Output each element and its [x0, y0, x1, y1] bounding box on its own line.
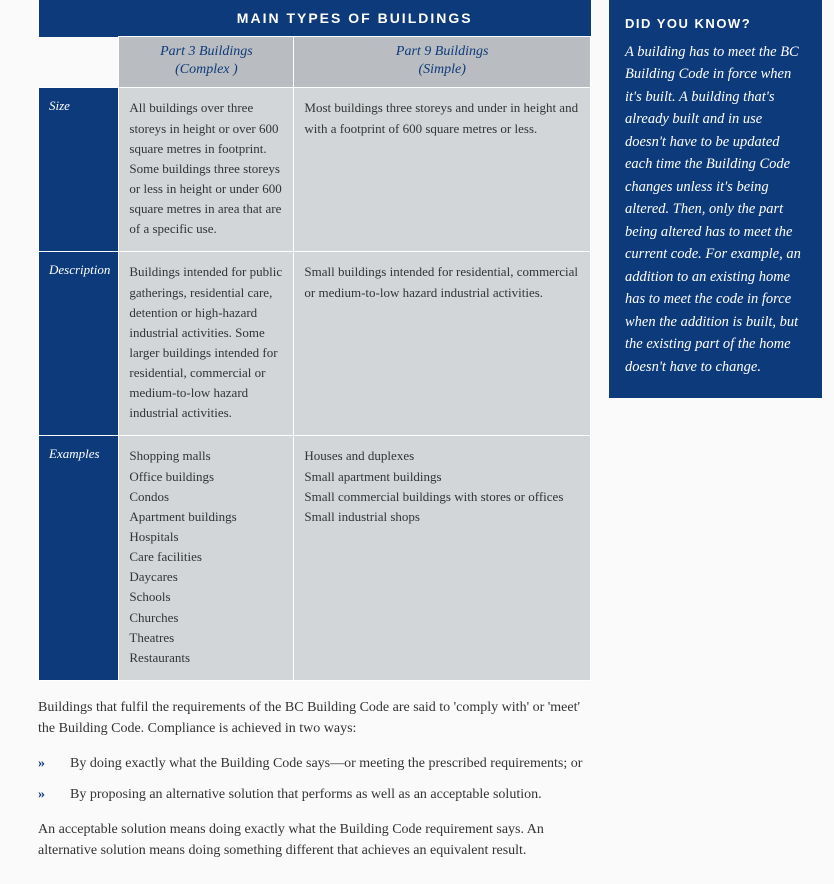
buildings-table: MAIN TYPES OF BUILDINGS Part 3 Buildings… [38, 0, 591, 681]
bullet-text-2: By proposing an alternative solution tha… [70, 784, 542, 805]
description-col1: Buildings intended for public gatherings… [119, 252, 294, 436]
bullet-marker-icon: » [38, 753, 56, 774]
table-title: MAIN TYPES OF BUILDINGS [119, 0, 591, 37]
did-you-know-body: A building has to meet the BC Building C… [625, 41, 806, 378]
examples-col2: Houses and duplexesSmall apartment build… [294, 436, 591, 681]
size-col2: Most buildings three storeys and under i… [294, 88, 591, 252]
example-line: Hospitals [129, 527, 283, 547]
body-para-1: Buildings that fulfil the requirements o… [38, 697, 591, 739]
example-line: Theatres [129, 628, 283, 648]
bullet-text-1: By doing exactly what the Building Code … [70, 753, 582, 774]
row-label-description: Description [39, 252, 119, 436]
example-line: Churches [129, 608, 283, 628]
bullet-marker-icon: » [38, 784, 56, 805]
col1-header-line1: Part 3 Buildings [160, 44, 253, 59]
col2-header: Part 9 Buildings (Simple) [294, 37, 591, 88]
examples-col1: Shopping mallsOffice buildingsCondosApar… [119, 436, 294, 681]
example-line: Condos [129, 487, 283, 507]
example-line: Restaurants [129, 648, 283, 668]
table-header-row: Part 3 Buildings (Complex ) Part 9 Build… [39, 37, 591, 88]
size-col1: All buildings over three storeys in heig… [119, 88, 294, 252]
row-label-examples: Examples [39, 436, 119, 681]
example-line: Houses and duplexes [304, 446, 580, 466]
col1-header: Part 3 Buildings (Complex ) [119, 37, 294, 88]
row-label-size: Size [39, 88, 119, 252]
table-row: Size All buildings over three storeys in… [39, 88, 591, 252]
table-row: Examples Shopping mallsOffice buildingsC… [39, 436, 591, 681]
col2-header-line1: Part 9 Buildings [396, 44, 489, 59]
example-line: Schools [129, 587, 283, 607]
description-col2: Small buildings intended for residential… [294, 252, 591, 436]
did-you-know-title: DID YOU KNOW? [625, 16, 806, 31]
table-row: Description Buildings intended for publi… [39, 252, 591, 436]
col2-header-line2: (Simple) [418, 62, 465, 77]
col1-header-line2: (Complex ) [175, 62, 238, 77]
main-column: MAIN TYPES OF BUILDINGS Part 3 Buildings… [0, 0, 591, 884]
example-line: Apartment buildings [129, 507, 283, 527]
did-you-know-box: DID YOU KNOW? A building has to meet the… [609, 0, 822, 398]
sidebar-column: DID YOU KNOW? A building has to meet the… [609, 0, 834, 884]
example-line: Daycares [129, 567, 283, 587]
body-para-2: An acceptable solution means doing exact… [38, 819, 591, 861]
example-line: Care facilities [129, 547, 283, 567]
example-line: Shopping malls [129, 446, 283, 466]
example-line: Small industrial shops [304, 507, 580, 527]
example-line: Small apartment buildings [304, 467, 580, 487]
example-line: Small commercial buildings with stores o… [304, 487, 580, 507]
example-line: Office buildings [129, 467, 283, 487]
table-title-row: MAIN TYPES OF BUILDINGS [39, 0, 591, 37]
bullet-item: » By proposing an alternative solution t… [38, 784, 591, 805]
bullet-list: » By doing exactly what the Building Cod… [38, 753, 591, 805]
bullet-item: » By doing exactly what the Building Cod… [38, 753, 591, 774]
